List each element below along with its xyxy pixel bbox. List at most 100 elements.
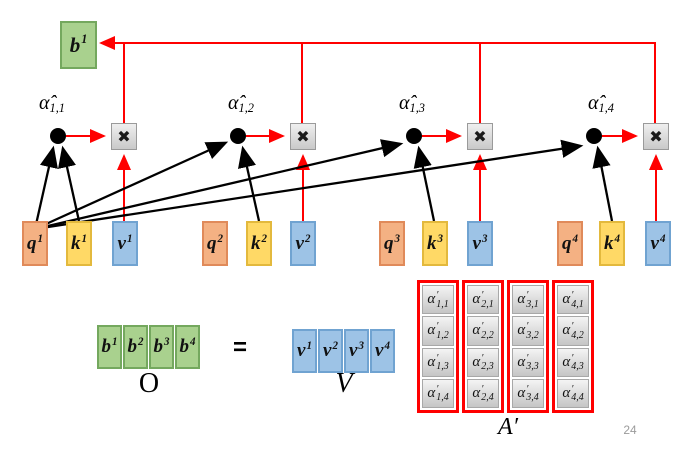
cell-prime: ′ (526, 321, 529, 333)
cell-sub: 4,3 (571, 361, 584, 373)
b2-label: b (127, 336, 137, 357)
output-b1-sup: 1 (81, 32, 88, 47)
cell-sub: 2,1 (481, 298, 494, 310)
cell-prime: ′ (436, 352, 439, 364)
cell-script: ′ 4,2 (571, 321, 584, 340)
cell-alpha: α (472, 384, 481, 401)
cell-prime: ′ (571, 383, 574, 395)
multiply-box-1: ✖ (111, 123, 137, 150)
multiply-icon: ✖ (296, 127, 310, 146)
cell-script: ′ 3,3 (526, 353, 539, 373)
v3-sup: 3 (481, 232, 488, 245)
matrix-column-1: α ′ 1,1 α ′ 1,2 α ′ 1,3 α ′ 1,4 (417, 280, 459, 413)
cell-alpha: α (472, 291, 481, 308)
cell-alpha: α (562, 322, 571, 339)
q3-sup: 3 (394, 232, 400, 245)
alpha-hat-sub: 1,3 (409, 101, 426, 116)
cell-sub: 3,3 (526, 361, 539, 373)
cell-sub: 2,3 (481, 361, 494, 373)
cell-alpha: α (562, 353, 571, 370)
cell-sub: 2,4 (481, 392, 494, 404)
cell-sub: 1,2 (436, 329, 449, 341)
v1-label: v (297, 340, 306, 361)
matrix-column-3: α ′ 3,1 α ′ 3,2 α ′ 3,3 α ′ 3,4 (507, 280, 549, 413)
cell-script: ′ 1,4 (436, 383, 449, 404)
k4-label: k (603, 232, 614, 254)
cell-prime: ′ (526, 290, 529, 302)
black-query-key-attention-lines (33, 139, 614, 231)
alpha-hat-1-3-label: α̂1,3 (389, 92, 435, 115)
b4-label: b (179, 336, 189, 357)
cell-sub: 4,1 (571, 298, 584, 310)
cell-sub: 3,2 (526, 329, 539, 341)
alpha-hat-base: α̂ (228, 92, 239, 114)
q1-label: q (26, 232, 37, 254)
v4-label: v (375, 340, 384, 361)
v3-sup: 3 (358, 340, 364, 353)
cell-alpha: α (427, 322, 436, 339)
cell-prime: ′ (571, 290, 574, 302)
matrix-cell: α ′ 2,4 (467, 378, 499, 408)
cell-script: ′ 3,1 (526, 290, 539, 309)
q4-sup: 4 (572, 232, 578, 245)
matrix-cell: α ′ 3,1 (512, 285, 544, 315)
matrix-column-2: α ′ 2,1 α ′ 2,2 α ′ 2,3 α ′ 2,4 (462, 280, 504, 413)
k2-sup: 2 (261, 232, 267, 245)
v2-label: v (323, 340, 332, 361)
cell-alpha: α (472, 353, 481, 370)
red-value-to-multiply-arrows (117, 154, 663, 221)
b4-sup: 4 (189, 336, 196, 349)
cell-prime: ′ (436, 383, 439, 395)
k3-sup: 3 (437, 232, 443, 245)
v4-label: v (650, 232, 659, 254)
cell-script: ′ 3,4 (526, 383, 539, 404)
cell-prime: ′ (571, 321, 574, 333)
cell-alpha: α (427, 291, 436, 308)
v4-sup: 4 (384, 340, 390, 353)
cell-alpha: α (472, 322, 481, 339)
cell-sub: 1,3 (436, 361, 449, 373)
cell-sub: 3,4 (526, 392, 539, 404)
cell-prime: ′ (481, 290, 484, 302)
matrix-cell: α ′ 3,3 (512, 347, 544, 377)
matrix-cell: α ′ 2,2 (467, 316, 499, 346)
cell-script: ′ 4,1 (571, 290, 584, 310)
cell-script: ′ 2,4 (481, 385, 494, 404)
k2-label: k (250, 232, 261, 254)
matrix-cell: α ′ 1,3 (422, 347, 454, 377)
cell-prime: ′ (481, 321, 484, 333)
cell-script: ′ 4,4 (571, 383, 584, 403)
v1-label: v (117, 232, 126, 254)
cell-sub: 1,4 (436, 392, 449, 404)
cell-script: ′ 3,2 (526, 321, 539, 341)
cell-prime: ′ (481, 352, 484, 364)
matrix-cell: α ′ 4,1 (557, 285, 589, 315)
cell-alpha: α (517, 384, 526, 401)
cell-prime: ′ (571, 352, 574, 364)
attention-matrix-a-label: A′ (498, 414, 518, 440)
cell-alpha: α (427, 353, 436, 370)
matrix-cell: α ′ 4,3 (557, 347, 589, 377)
cell-sub: 2,2 (481, 329, 494, 341)
cell-alpha: α (562, 291, 571, 308)
page-number: 24 (623, 423, 637, 437)
multiply-icon: ✖ (117, 127, 131, 146)
k1-label: k (70, 232, 81, 254)
cell-prime: ′ (526, 383, 529, 395)
